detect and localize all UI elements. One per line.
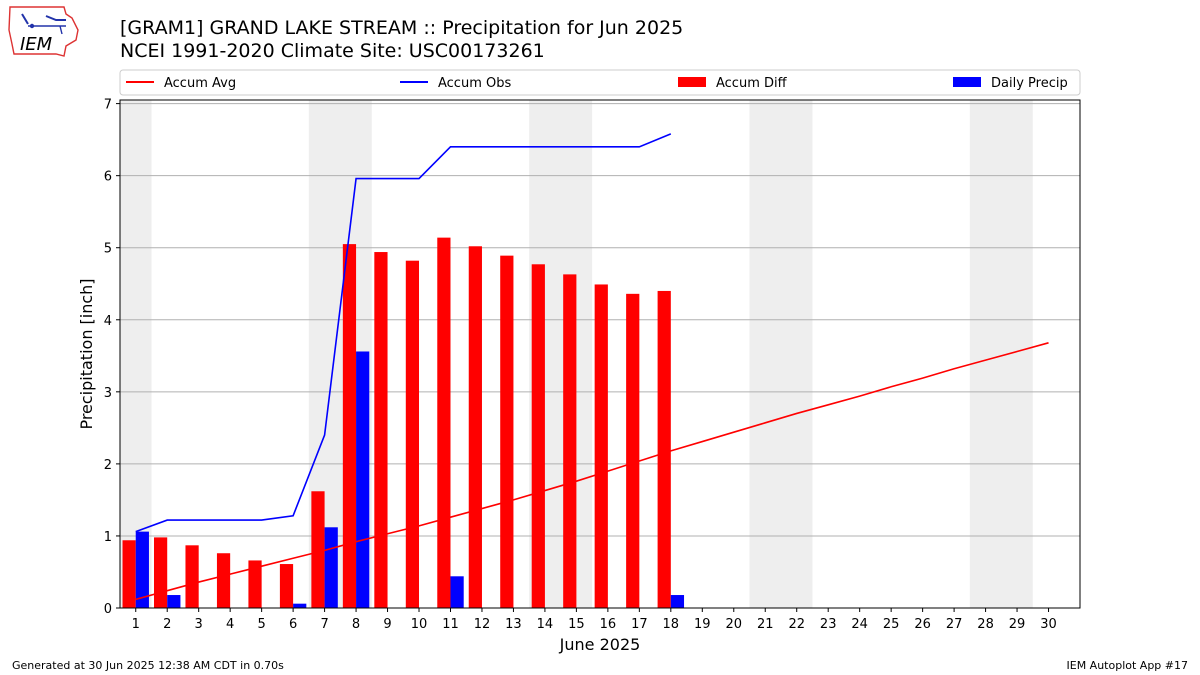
daily-precip-bar xyxy=(670,595,685,608)
weekend-shade xyxy=(749,100,813,608)
x-tick-label: 19 xyxy=(694,617,711,632)
x-tick-label: 21 xyxy=(757,617,774,632)
x-tick-label: 26 xyxy=(914,617,931,632)
accum-diff-bar xyxy=(563,274,577,608)
x-axis-label: June 2025 xyxy=(559,635,641,654)
accum-obs-line xyxy=(135,133,672,533)
x-tick-label: 27 xyxy=(946,617,963,632)
daily-precip-bar xyxy=(450,576,464,608)
legend-label: Accum Diff xyxy=(716,76,788,91)
daily-precip-bar xyxy=(135,531,149,608)
accum-diff-bar xyxy=(374,252,388,608)
app-credit: IEM Autoplot App #17 xyxy=(1066,659,1189,672)
x-tick-label: 13 xyxy=(505,617,522,632)
y-tick-label: 6 xyxy=(104,170,112,185)
y-tick-label: 3 xyxy=(104,386,112,401)
x-tick-label: 5 xyxy=(257,617,265,632)
accum-diff-bar xyxy=(437,237,451,609)
accum-diff-bar xyxy=(311,491,325,608)
accum-avg-line xyxy=(135,342,1049,601)
daily-precip-bar xyxy=(293,603,307,608)
accum-diff-bar xyxy=(216,553,231,608)
accum-diff-bar xyxy=(342,244,357,609)
generated-timestamp: Generated at 30 Jun 2025 12:38 AM CDT in… xyxy=(12,659,284,672)
x-tick-label: 2 xyxy=(163,617,171,632)
y-tick-label: 0 xyxy=(104,602,112,617)
x-tick-label: 1 xyxy=(132,617,140,632)
y-tick-label: 7 xyxy=(104,98,112,113)
legend-box xyxy=(119,69,1081,96)
x-tick-label: 16 xyxy=(600,617,617,632)
x-tick-label: 28 xyxy=(977,617,994,632)
x-tick-label: 23 xyxy=(820,617,837,632)
weekend-shade xyxy=(969,100,1033,608)
legend: Accum Avg Accum Obs Accum Diff Daily Precip xyxy=(119,69,1081,96)
x-tick-label: 12 xyxy=(474,617,491,632)
accum-diff-bar xyxy=(531,264,545,608)
x-tick-label: 18 xyxy=(663,617,680,632)
accum-diff-bar xyxy=(153,537,168,608)
x-tick-label: 22 xyxy=(788,617,805,632)
daily-precip-bar xyxy=(324,527,338,608)
weekend-shade xyxy=(120,100,152,608)
x-tick-label: 30 xyxy=(1040,617,1057,632)
legend-label: Accum Obs xyxy=(438,76,511,91)
y-tick-label: 2 xyxy=(104,458,112,473)
accum-diff-bar xyxy=(468,246,482,608)
x-tick-label: 15 xyxy=(568,617,585,632)
accum-diff-bar xyxy=(626,293,640,608)
legend-swatch xyxy=(953,77,981,87)
accum-diff-bar xyxy=(279,564,294,608)
x-tick-label: 17 xyxy=(631,617,648,632)
x-tick-label: 24 xyxy=(851,617,868,632)
x-tick-label: 4 xyxy=(226,617,234,632)
accum-diff-bar xyxy=(594,284,608,608)
y-tick-label: 1 xyxy=(104,530,112,545)
x-tick-label: 6 xyxy=(289,617,297,632)
logo-text: IEM xyxy=(20,34,53,55)
legend-swatch xyxy=(678,77,706,87)
daily-precip-bar xyxy=(356,351,370,608)
accum-diff-bar xyxy=(122,540,136,608)
chart-title: [GRAM1] GRAND LAKE STREAM :: Precipitati… xyxy=(120,17,684,39)
x-tick-label: 25 xyxy=(883,617,900,632)
x-tick-label: 7 xyxy=(320,617,328,632)
x-tick-label: 14 xyxy=(537,617,554,632)
daily-precip-bar xyxy=(167,595,181,608)
accum-diff-bar xyxy=(405,260,420,608)
accum-diff-bar xyxy=(500,255,514,608)
y-axis-label: Precipitation [inch] xyxy=(77,278,96,429)
iem-logo: IEM xyxy=(8,6,79,57)
y-tick-label: 5 xyxy=(104,242,112,257)
x-tick-label: 9 xyxy=(383,617,391,632)
x-tick-label: 20 xyxy=(725,617,742,632)
x-tick-label: 10 xyxy=(411,617,428,632)
accum-diff-bar xyxy=(248,560,262,608)
x-tick-label: 11 xyxy=(442,617,459,632)
x-tick-label: 8 xyxy=(352,617,360,632)
plot-frame xyxy=(119,99,1081,609)
accum-diff-bar xyxy=(185,545,199,608)
chart-subtitle: NCEI 1991-2020 Climate Site: USC00173261 xyxy=(120,40,545,62)
x-tick-label: 3 xyxy=(195,617,203,632)
y-tick-label: 4 xyxy=(104,314,112,329)
legend-label: Daily Precip xyxy=(991,76,1068,91)
legend-label: Accum Avg xyxy=(164,76,236,91)
accum-diff-bar xyxy=(657,290,671,608)
x-tick-label: 29 xyxy=(1009,617,1026,632)
